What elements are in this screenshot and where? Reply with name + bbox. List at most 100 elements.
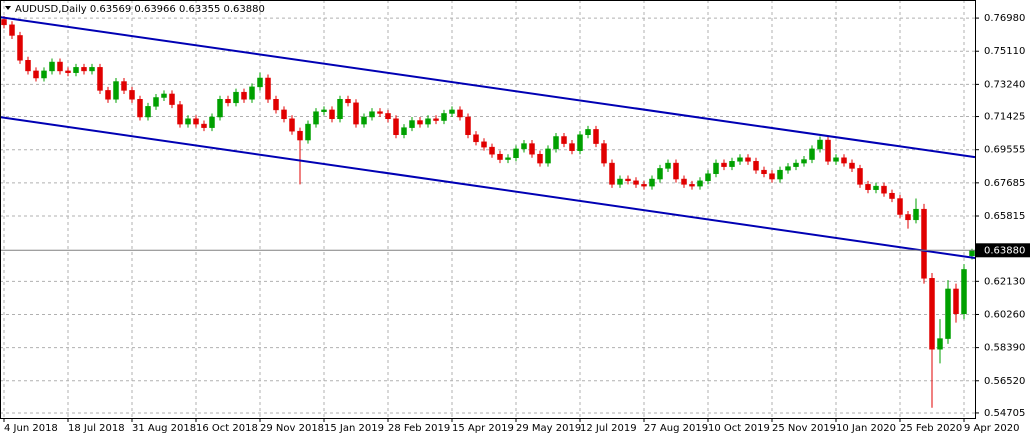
y-tick-label: 0.67685 xyxy=(984,178,1025,189)
candle-body xyxy=(401,127,407,135)
candle-body xyxy=(105,90,111,100)
candle-body xyxy=(945,288,951,339)
candle-body xyxy=(537,153,543,164)
candle-body xyxy=(849,162,855,169)
candle-body xyxy=(497,153,503,160)
candle-body xyxy=(865,184,871,190)
y-tick-label: 0.65815 xyxy=(984,211,1025,222)
candle-body xyxy=(881,185,887,194)
candle-body xyxy=(529,143,535,155)
candle-body xyxy=(665,162,671,169)
candle-body xyxy=(337,99,343,120)
candle-body xyxy=(489,146,495,155)
candle-body xyxy=(97,67,103,91)
candle-body xyxy=(49,61,55,72)
candle-body xyxy=(329,109,335,120)
x-tick-label: 29 May 2019 xyxy=(516,423,581,434)
y-tick-label: 0.56520 xyxy=(984,376,1025,387)
candle-body xyxy=(321,109,327,112)
candle-body xyxy=(577,134,583,151)
candle-body xyxy=(833,157,839,162)
candle-body xyxy=(817,139,823,150)
candle-body xyxy=(273,99,279,111)
candle-body xyxy=(121,81,127,91)
candle-body xyxy=(673,162,679,180)
candle-body xyxy=(697,180,703,187)
candle-body xyxy=(353,102,359,125)
candle-body xyxy=(73,67,79,73)
x-tick-label: 15 Jan 2019 xyxy=(324,423,384,434)
candle-body xyxy=(169,93,175,105)
candle-body xyxy=(785,166,791,171)
candle-body xyxy=(305,123,311,141)
candle-body xyxy=(89,67,95,72)
candle-body xyxy=(545,148,551,164)
x-tick-label: 27 Aug 2019 xyxy=(644,423,708,434)
candle-body xyxy=(561,136,567,144)
candle-body xyxy=(641,184,647,187)
candle-body xyxy=(129,90,135,100)
x-tick-label: 29 Nov 2018 xyxy=(260,423,324,434)
candle-body xyxy=(297,130,303,141)
candle-body xyxy=(841,157,847,164)
candle-body xyxy=(409,120,415,128)
candle-body xyxy=(25,60,31,72)
candle-body xyxy=(265,77,271,100)
axes: 0.76980 0.75110 0.73240 0.71425 0.69555 0.676… xyxy=(3,13,1030,434)
candle-body xyxy=(481,141,487,148)
x-tick-label: 10 Jan 2020 xyxy=(836,423,896,434)
candle-body xyxy=(745,157,751,162)
candle-body xyxy=(225,99,231,104)
candle-body xyxy=(617,178,623,185)
candle-body xyxy=(65,70,71,73)
candle-body xyxy=(41,70,47,79)
plot xyxy=(0,15,976,408)
candle-body xyxy=(969,250,975,257)
candle-body xyxy=(913,208,919,221)
candle-body xyxy=(177,104,183,125)
y-tick-label: 0.75110 xyxy=(984,46,1025,57)
y-tick-label: 0.60260 xyxy=(984,309,1025,320)
candle-body xyxy=(649,178,655,187)
candle-body xyxy=(873,185,879,190)
candle-body xyxy=(889,192,895,199)
trend-line xyxy=(0,16,976,159)
chart-title: AUDUSD,Daily 0.63569 0.63966 0.63355 0.6… xyxy=(15,4,265,15)
candle-body xyxy=(9,24,15,36)
candle-body xyxy=(777,169,783,180)
candle-body xyxy=(609,162,615,185)
x-tick-label: 9 Apr 2020 xyxy=(964,423,1019,434)
candle-body xyxy=(393,118,399,135)
candle-body xyxy=(705,173,711,182)
x-tick-label: 15 Apr 2019 xyxy=(452,423,514,434)
y-tick-label: 0.76980 xyxy=(984,13,1025,24)
candle-body xyxy=(449,109,455,114)
candle-body xyxy=(289,118,295,132)
x-tick-label: 25 Feb 2020 xyxy=(900,423,962,434)
candle-body xyxy=(161,93,167,98)
candle-body xyxy=(553,136,559,150)
candle-body xyxy=(713,162,719,174)
candle-body xyxy=(905,214,911,221)
plot-frame xyxy=(0,0,976,419)
candle-body xyxy=(377,111,383,114)
candle-body xyxy=(361,116,367,125)
candle-body xyxy=(249,86,255,100)
candle-body xyxy=(569,143,575,151)
candle-body xyxy=(585,129,591,135)
x-tick-label: 12 Jul 2019 xyxy=(580,423,637,434)
candle-body xyxy=(233,91,239,104)
candle-body xyxy=(961,269,967,315)
candle-body xyxy=(257,77,263,88)
candle-body xyxy=(217,99,223,118)
candle-body xyxy=(737,157,743,162)
candle-body xyxy=(57,61,63,72)
x-tick-label: 31 Aug 2018 xyxy=(132,423,196,434)
price-label-box xyxy=(976,243,1030,258)
candle-body xyxy=(369,111,375,118)
candle-body xyxy=(953,288,959,315)
x-tick-label: 28 Feb 2019 xyxy=(388,423,450,434)
candle-body xyxy=(113,81,119,100)
candle-body xyxy=(793,162,799,167)
